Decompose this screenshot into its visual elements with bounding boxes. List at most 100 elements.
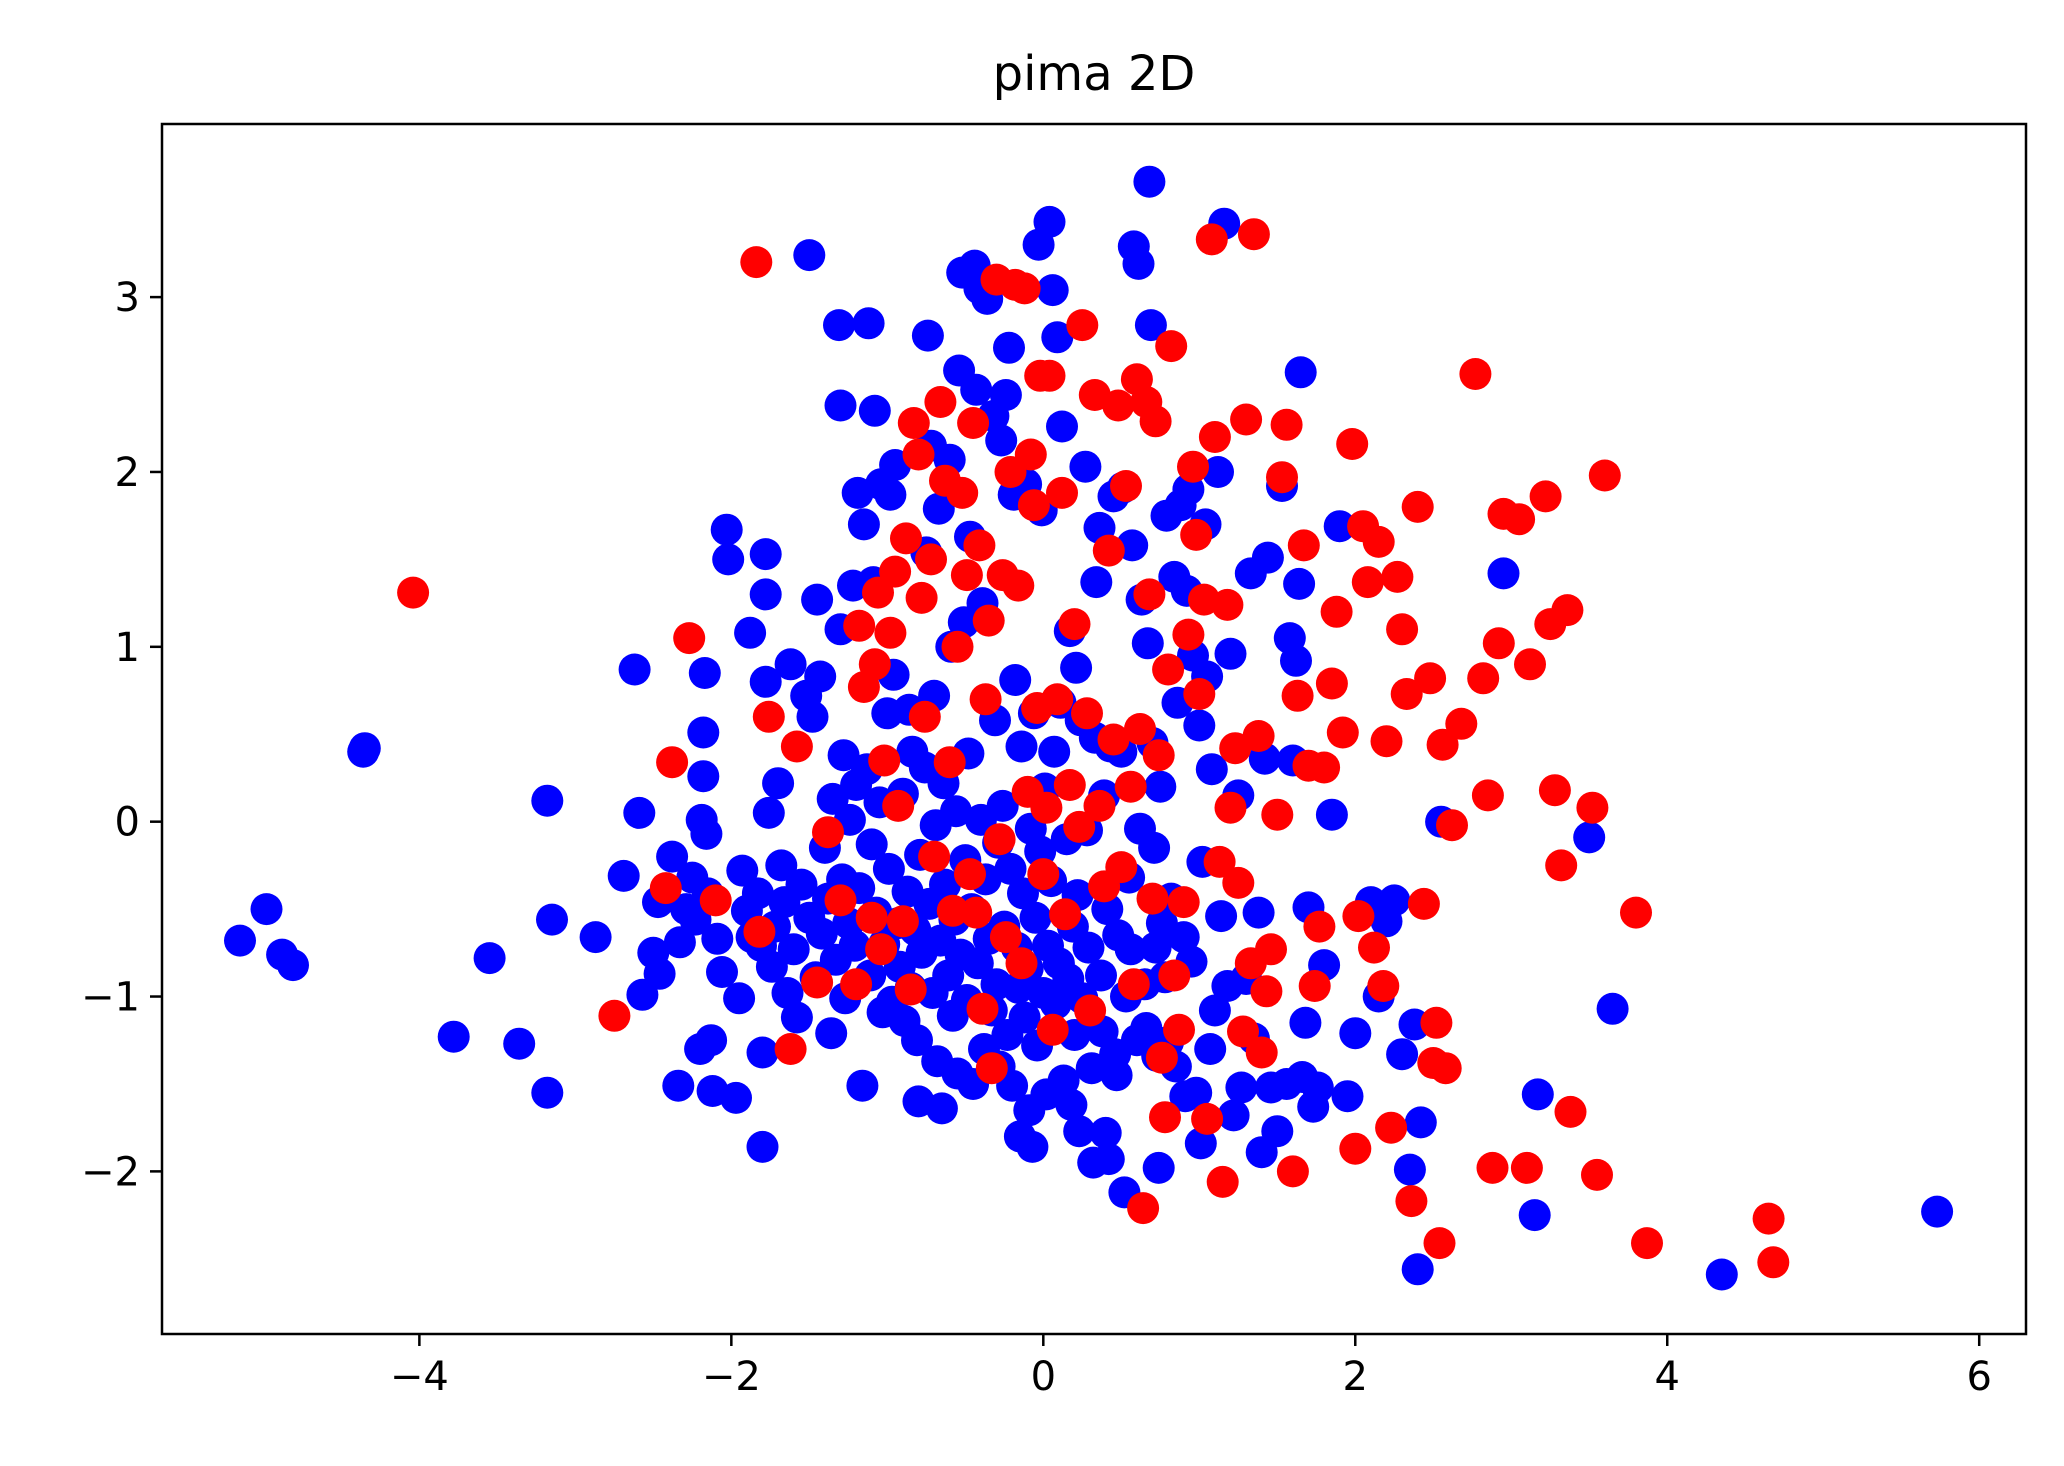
data-point-series-2-70 (1049, 898, 1082, 931)
data-point-series-2-47 (969, 683, 1002, 716)
data-point-series-2-143 (1362, 525, 1395, 558)
data-point-series-1-20 (643, 957, 676, 990)
data-point-series-1-320 (1339, 1017, 1372, 1050)
data-point-series-2-65 (1030, 791, 1063, 824)
data-point-series-1-141 (940, 795, 972, 828)
data-point-series-2-173 (1545, 849, 1578, 882)
data-point-series-2-119 (1237, 218, 1270, 251)
data-point-series-1-16 (623, 796, 656, 829)
data-point-series-2-151 (1401, 490, 1434, 523)
data-point-series-2-6 (699, 884, 732, 917)
data-point-series-2-144 (1367, 970, 1400, 1002)
data-point-series-2-156 (1423, 1227, 1456, 1260)
data-point-series-1-67 (796, 700, 829, 733)
data-point-series-2-81 (1097, 723, 1130, 756)
data-point-series-2-135 (1320, 595, 1353, 628)
data-point-series-1-182 (1005, 730, 1038, 763)
data-point-series-2-99 (1158, 959, 1191, 992)
data-point-series-2-133 (1308, 751, 1341, 784)
data-point-series-1-324 (1378, 884, 1411, 917)
data-point-series-1-170 (986, 789, 1019, 822)
y-tick-label: 1 (115, 625, 140, 671)
data-point-series-1-205 (1041, 321, 1074, 354)
data-point-series-2-131 (1298, 970, 1331, 1002)
data-point-series-1-315 (1301, 1071, 1334, 1104)
data-point-series-1-326 (1393, 1153, 1426, 1186)
data-point-series-1-104 (872, 852, 905, 885)
data-point-series-1-23 (663, 926, 696, 959)
data-point-series-1-287 (1202, 456, 1234, 488)
data-point-series-1-53 (752, 796, 785, 829)
data-point-series-1-262 (1144, 770, 1177, 803)
data-point-series-1-292 (1217, 1099, 1250, 1132)
data-point-series-2-61 (1017, 489, 1050, 522)
data-point-series-1-223 (1072, 931, 1105, 964)
data-point-series-2-82 (1102, 389, 1135, 422)
data-point-series-1-303 (1261, 1115, 1294, 1148)
data-point-series-1-238 (1100, 1059, 1133, 1092)
data-point-series-2-44 (960, 896, 993, 929)
data-point-series-1-97 (858, 394, 891, 427)
data-point-series-1-2 (250, 893, 283, 926)
data-point-series-2-122 (1250, 975, 1283, 1008)
data-point-series-2-22 (868, 744, 901, 777)
data-point-series-1-227 (1080, 566, 1113, 599)
data-point-series-2-138 (1339, 1132, 1372, 1165)
data-point-series-1-81 (827, 739, 860, 772)
data-point-series-1-11 (531, 784, 564, 817)
data-point-series-1-69 (801, 583, 834, 616)
data-point-series-2-37 (933, 746, 966, 779)
data-point-series-2-157 (1426, 728, 1459, 761)
data-point-series-1-8 (473, 942, 506, 975)
data-point-series-2-31 (905, 581, 938, 614)
data-point-series-1-172 (989, 379, 1022, 411)
data-point-series-1-203 (1038, 735, 1071, 768)
data-point-series-2-159 (1436, 809, 1468, 842)
data-point-series-1-259 (1139, 931, 1172, 964)
data-point-series-1-78 (824, 389, 857, 422)
y-tick-label: 0 (115, 800, 140, 846)
data-point-series-2-8 (743, 915, 776, 948)
points-layer (224, 165, 1954, 1291)
data-point-series-1-86 (838, 929, 871, 962)
data-point-series-2-153 (1414, 662, 1447, 695)
data-point-series-1-335 (1596, 992, 1629, 1025)
data-point-series-1-71 (805, 917, 838, 950)
data-point-series-2-176 (1576, 791, 1609, 824)
data-point-series-1-28 (687, 760, 720, 793)
data-point-series-1-95 (855, 828, 888, 861)
y-tick-label: 2 (115, 450, 140, 496)
data-point-series-1-209 (1047, 1064, 1080, 1097)
data-point-series-2-56 (1002, 569, 1035, 602)
data-point-series-2-66 (1033, 359, 1066, 392)
data-point-series-2-94 (1142, 739, 1175, 772)
data-point-series-2-24 (879, 555, 912, 588)
data-point-series-1-286 (1198, 994, 1231, 1027)
data-point-series-2-168 (1510, 1151, 1543, 1184)
data-point-series-2-125 (1266, 461, 1298, 494)
data-point-series-1-36 (701, 922, 734, 955)
data-point-series-2-1 (397, 576, 430, 609)
data-point-series-1-294 (1225, 1071, 1258, 1104)
data-point-series-2-92 (1136, 882, 1169, 915)
data-point-series-1-279 (1183, 709, 1216, 742)
data-point-series-1-9 (503, 1027, 536, 1060)
data-point-series-2-115 (1222, 866, 1255, 899)
data-point-series-2-34 (918, 840, 951, 873)
data-point-series-1-30 (688, 657, 721, 689)
data-point-series-2-123 (1255, 933, 1287, 966)
data-point-series-2-14 (824, 884, 857, 917)
data-point-series-2-3 (649, 872, 682, 905)
data-point-series-1-232 (1089, 1116, 1122, 1149)
data-point-series-1-218 (1063, 1115, 1096, 1148)
data-point-series-2-23 (874, 616, 907, 649)
data-point-series-1-272 (1167, 921, 1200, 954)
y-tick-label: −2 (81, 1149, 140, 1195)
data-point-series-2-35 (924, 386, 957, 418)
data-point-series-1-49 (746, 1130, 779, 1163)
data-point-series-2-101 (1167, 886, 1200, 919)
data-point-series-1-308 (1280, 644, 1312, 677)
data-point-series-2-120 (1242, 720, 1275, 752)
data-point-series-1-52 (749, 665, 782, 698)
